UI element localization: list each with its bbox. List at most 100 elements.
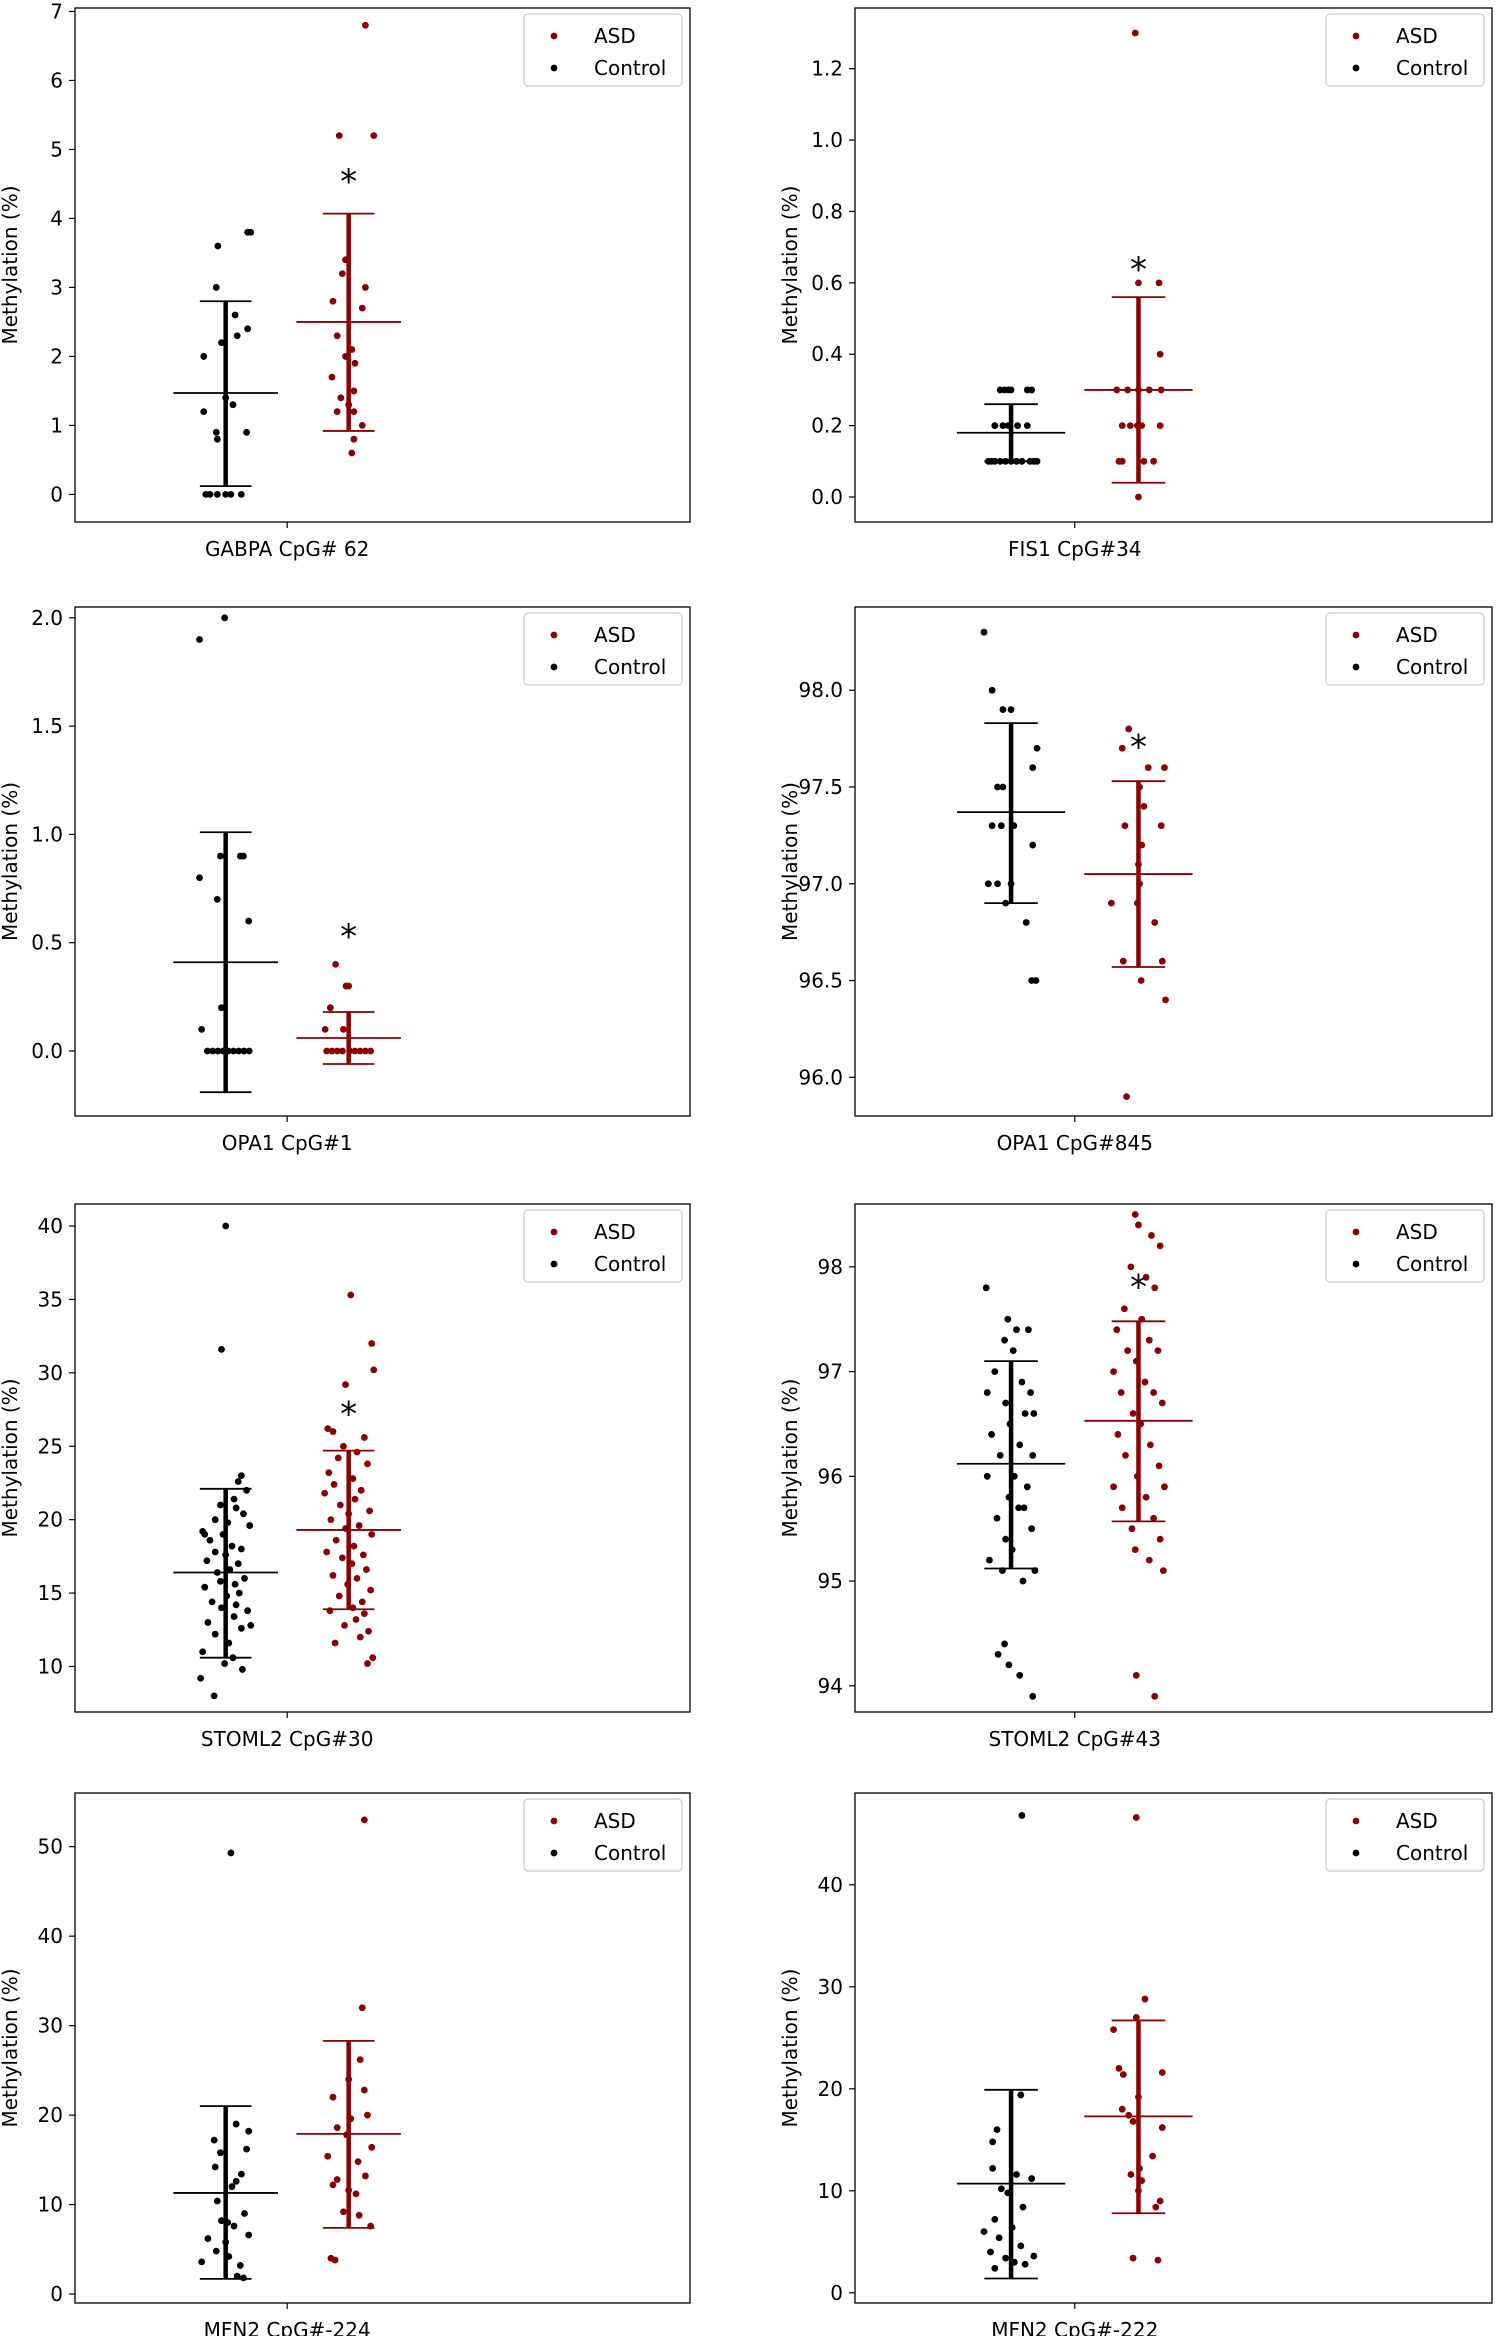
data-point-control <box>1004 1315 1012 1323</box>
data-point-control <box>227 1849 235 1857</box>
data-point-control <box>1033 457 1041 465</box>
legend-label-asd: ASD <box>1396 24 1438 48</box>
data-point-control <box>1023 422 1031 430</box>
legend-marker-asd <box>550 631 558 639</box>
data-point-control <box>1007 706 1015 713</box>
data-point-asd <box>1107 899 1115 907</box>
data-point-asd <box>340 2208 347 2216</box>
data-point-control <box>999 783 1007 791</box>
legend: ASD Control <box>523 1798 683 1872</box>
data-point-control <box>1023 1483 1031 1491</box>
data-point-asd <box>1135 2093 1142 2101</box>
data-point-asd <box>1117 1389 1125 1396</box>
y-tick-label: 0.2 <box>811 414 843 438</box>
data-point-asd <box>1131 1211 1139 1218</box>
data-point-control <box>226 1566 234 1573</box>
significance-star: * <box>340 1395 357 1435</box>
data-point-asd <box>324 2152 332 2160</box>
legend-marker-asd <box>1352 1228 1360 1236</box>
data-point-control <box>1002 2254 1010 2262</box>
x-axis-label: OPA1 CpG#845 <box>997 1131 1153 1155</box>
data-point-control <box>236 2262 244 2269</box>
data-point-asd <box>356 2056 364 2064</box>
data-point-asd <box>1138 841 1146 849</box>
data-point-control <box>234 1560 242 1568</box>
data-point-control <box>222 1551 230 1559</box>
data-point-asd <box>333 332 341 340</box>
legend-box <box>523 612 683 686</box>
y-tick-label: 40 <box>818 1873 843 1897</box>
y-axis-label: Methylation (%) <box>778 185 802 344</box>
data-point-control <box>997 822 1005 830</box>
data-point-asd <box>1150 1514 1158 1522</box>
data-point-asd <box>1146 1441 1154 1449</box>
data-point-asd <box>324 1425 332 1433</box>
data-point-control <box>1033 744 1041 752</box>
data-point-asd <box>328 1047 336 1055</box>
data-point-control <box>245 917 253 925</box>
legend: ASD Control <box>523 1209 683 1283</box>
data-point-control <box>1004 2189 1012 2197</box>
data-point-control <box>995 2234 1003 2242</box>
data-point-asd <box>1126 422 1134 430</box>
data-point-control <box>1007 457 1015 465</box>
y-tick-label: 10 <box>38 1654 63 1678</box>
legend-box <box>523 1798 683 1872</box>
data-point-asd <box>329 297 337 305</box>
data-point-asd <box>351 1047 359 1055</box>
data-point-asd <box>1154 1347 1162 1355</box>
y-tick-label: 6 <box>50 68 63 92</box>
data-point-control <box>245 1047 253 1055</box>
data-point-asd <box>329 1428 337 1435</box>
data-point-control <box>994 880 1001 888</box>
data-point-control <box>1001 1640 1008 1648</box>
data-point-control <box>196 636 203 643</box>
data-point-asd <box>1158 2069 1166 2076</box>
data-point-control <box>999 422 1007 430</box>
plot-frame <box>74 606 691 1117</box>
data-point-control <box>1031 1567 1039 1574</box>
data-point-control <box>986 1556 993 1564</box>
data-point-control <box>247 228 255 236</box>
data-point-control <box>218 339 225 347</box>
data-point-asd <box>360 1434 368 1441</box>
data-point-asd <box>328 373 336 381</box>
data-point-control <box>1008 1546 1016 1554</box>
legend-label-control: Control <box>594 655 666 679</box>
x-axis-label: STOML2 CpG#43 <box>989 1727 1162 1751</box>
data-point-control <box>1028 386 1036 394</box>
data-point-asd <box>1110 1368 1117 1375</box>
y-tick-label: 0 <box>50 2282 63 2306</box>
data-point-control <box>230 1495 238 1503</box>
data-point-asd <box>362 1047 369 1055</box>
data-point-control <box>1018 1812 1026 1819</box>
data-point-control <box>213 896 221 903</box>
data-point-control <box>232 1601 240 1609</box>
data-point-control <box>237 491 245 498</box>
legend: ASD Control <box>1325 13 1485 87</box>
data-point-control <box>1005 1493 1013 1501</box>
data-point-control <box>211 1548 219 1556</box>
data-point-control <box>211 2163 219 2171</box>
data-point-asd <box>1132 1814 1140 1821</box>
data-point-control <box>219 1047 227 1055</box>
data-point-control <box>206 491 214 498</box>
data-point-asd <box>368 1340 376 1347</box>
data-point-asd <box>1110 2026 1117 2034</box>
data-point-asd <box>368 1530 376 1538</box>
y-axis-label: Methylation (%) <box>778 782 802 941</box>
significance-star: * <box>340 917 357 957</box>
legend: ASD Control <box>1325 612 1485 686</box>
data-point-control <box>1019 2203 1027 2211</box>
y-tick-label: 20 <box>38 1508 63 1532</box>
data-point-control <box>212 2247 220 2255</box>
data-point-asd <box>1113 386 1121 394</box>
data-point-control <box>1013 2171 1020 2178</box>
data-point-control <box>999 1567 1006 1574</box>
data-point-asd <box>1151 919 1159 926</box>
y-tick-label: 0.8 <box>811 199 843 223</box>
legend-box <box>1325 1798 1485 1872</box>
data-point-asd <box>348 449 356 457</box>
data-point-asd <box>339 1047 346 1055</box>
data-point-asd <box>326 1004 334 1012</box>
